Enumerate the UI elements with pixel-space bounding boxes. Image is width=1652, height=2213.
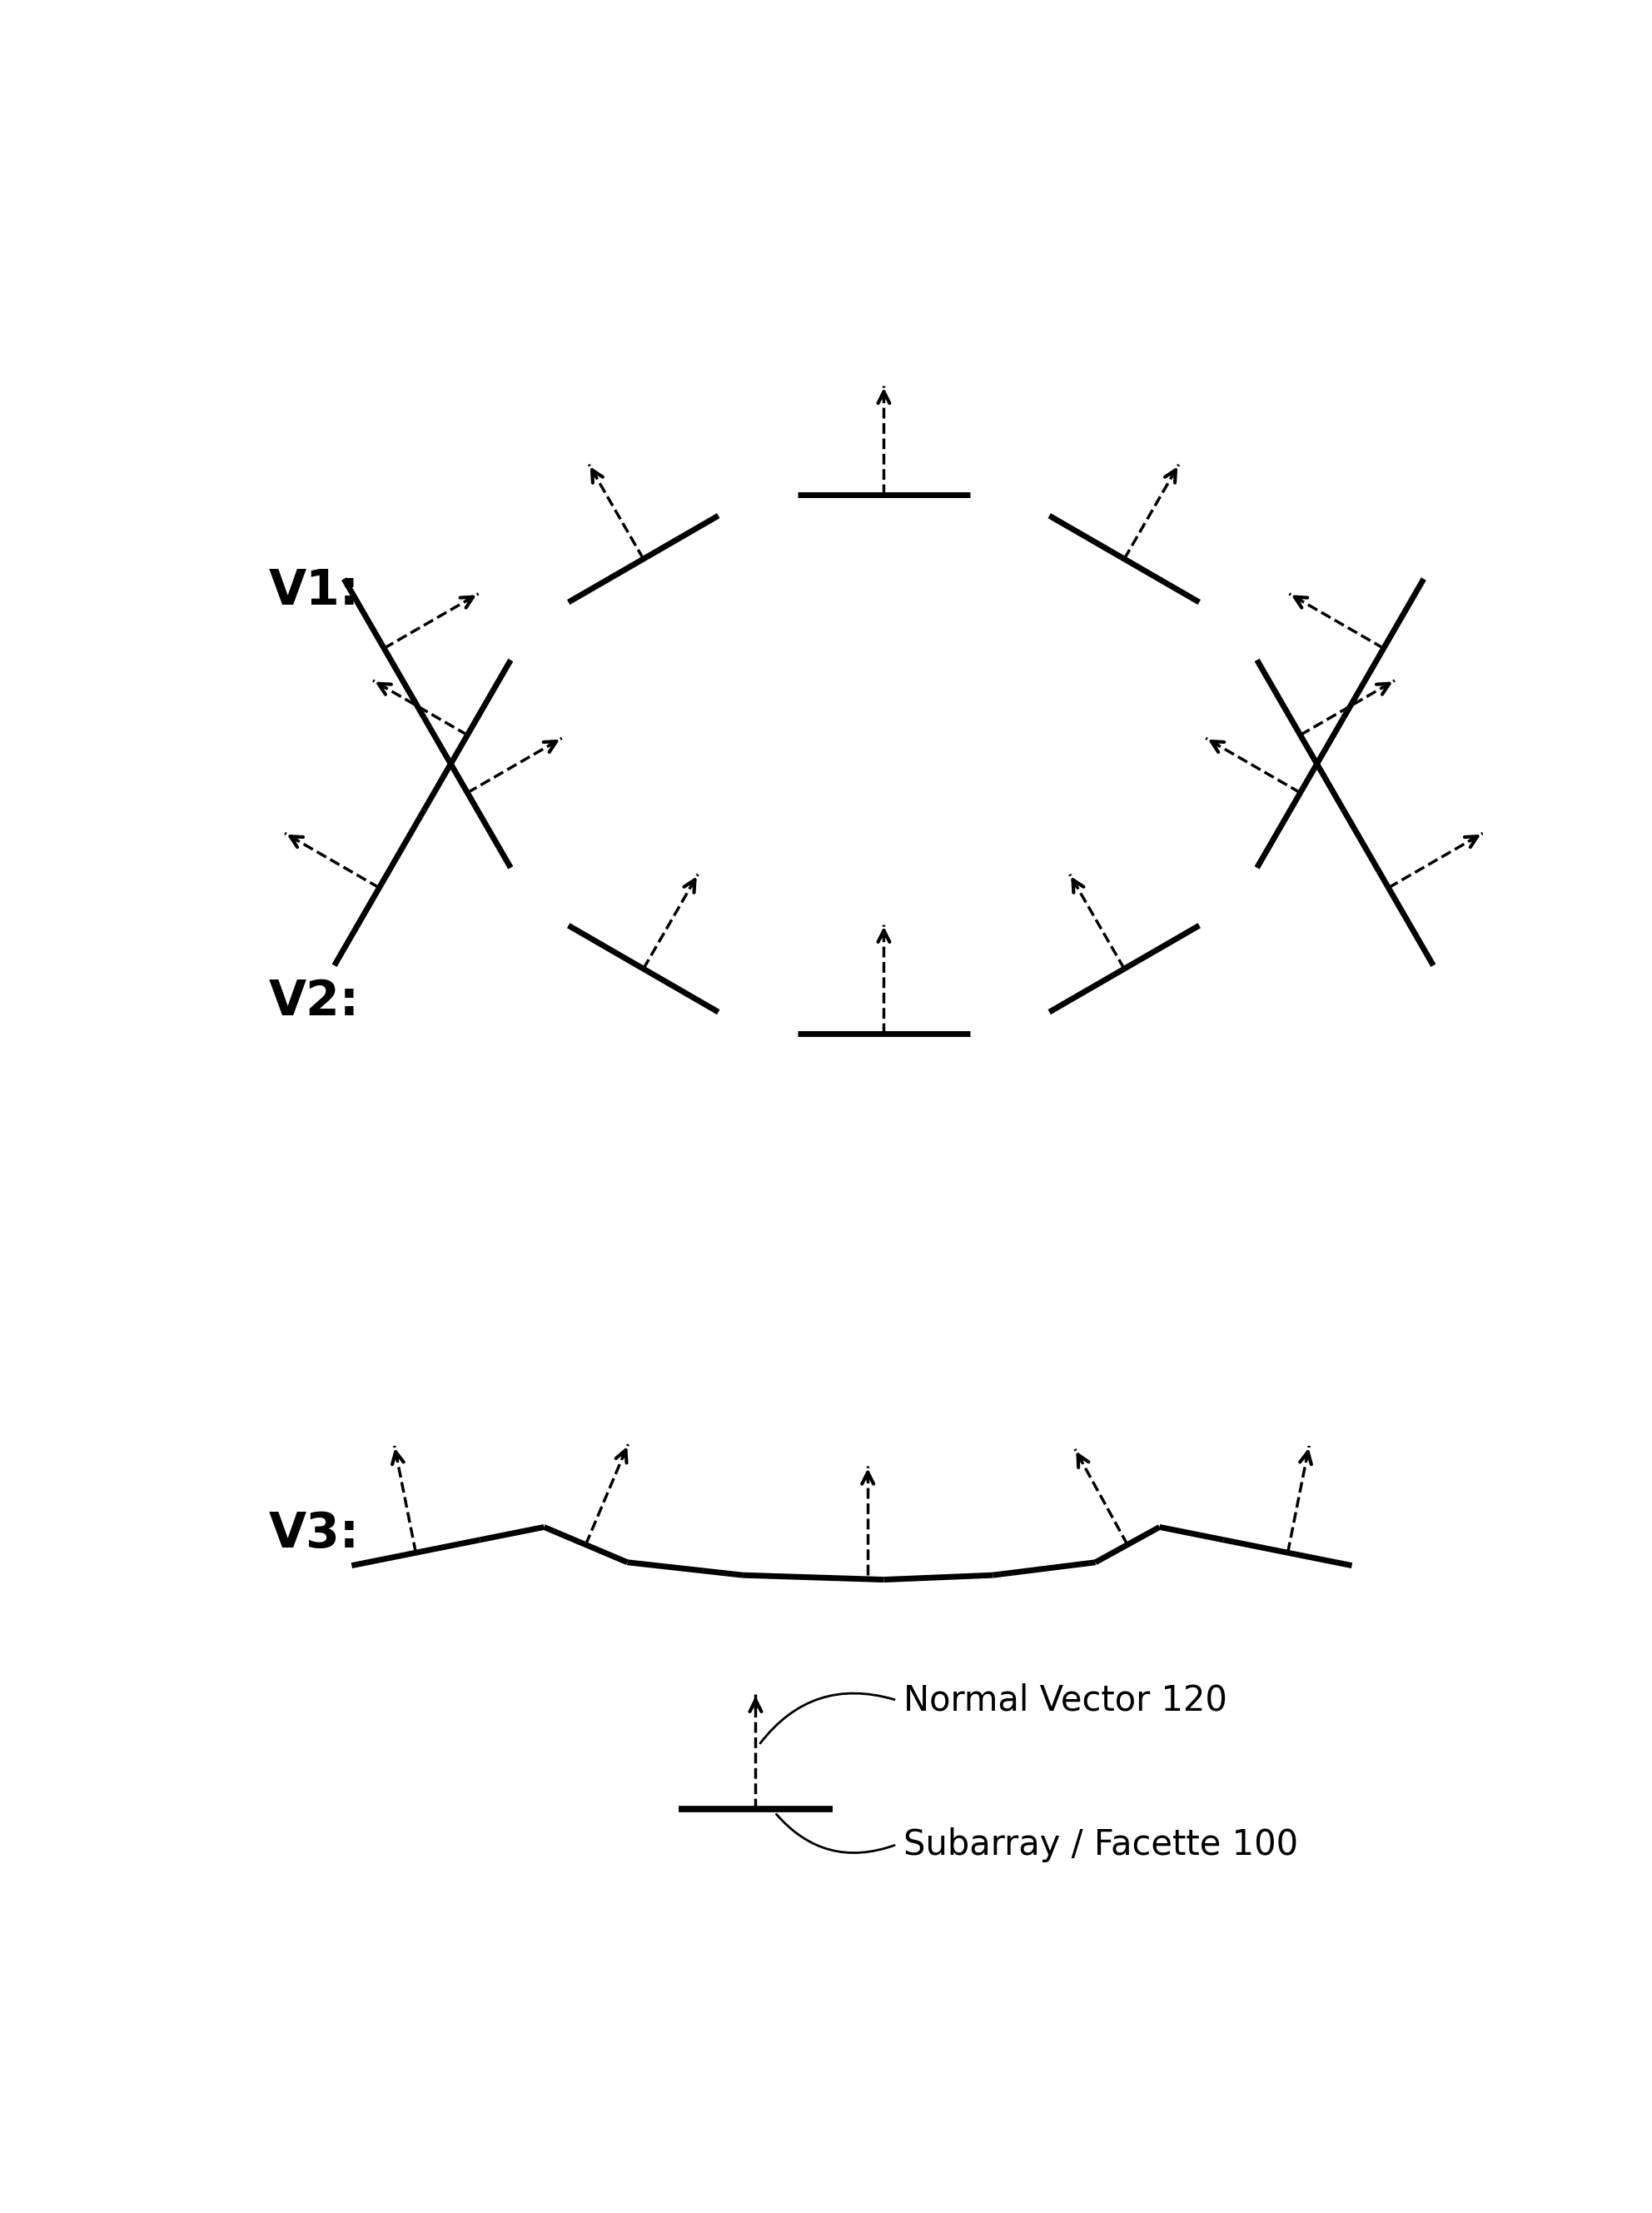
Text: V2:: V2: <box>268 978 358 1025</box>
Text: V1:: V1: <box>268 567 358 615</box>
Text: Normal Vector 120: Normal Vector 120 <box>904 1682 1227 1717</box>
Text: Subarray / Facette 100: Subarray / Facette 100 <box>904 1828 1298 1861</box>
Text: V3:: V3: <box>268 1509 358 1558</box>
